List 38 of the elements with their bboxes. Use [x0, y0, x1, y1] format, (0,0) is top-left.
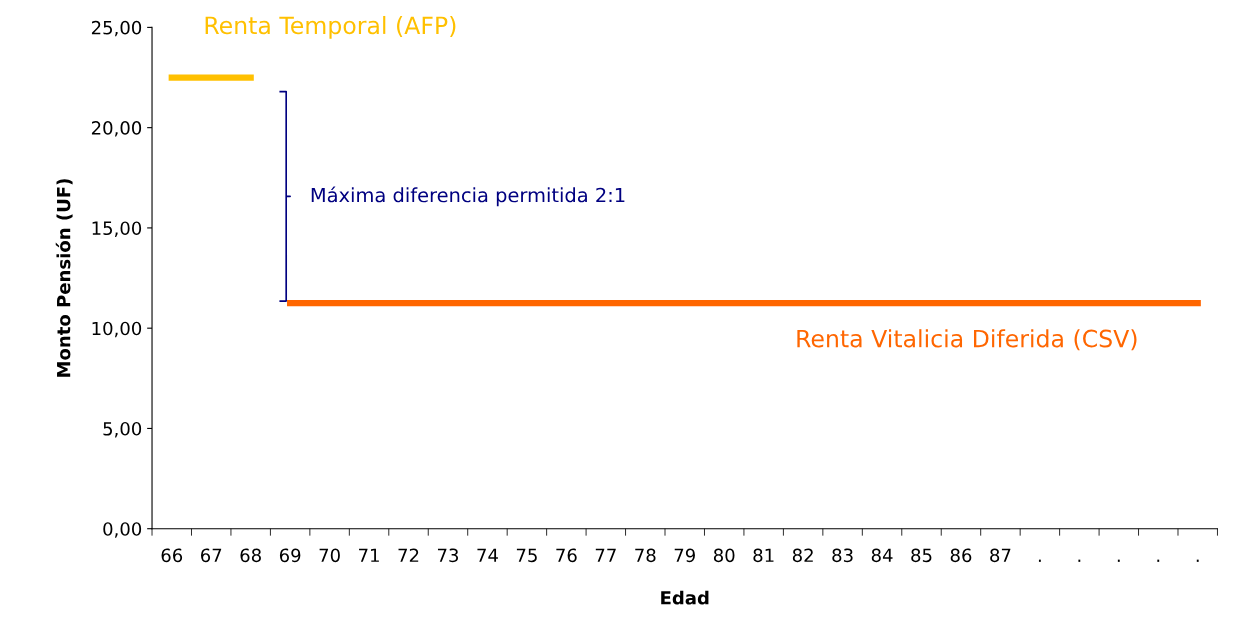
x-tick-label: 71 — [359, 548, 379, 562]
x-tick-label: 72 — [398, 548, 419, 562]
x-tick-label: 82 — [792, 548, 813, 563]
x-tick-label: 76 — [556, 548, 577, 563]
x-tick-label: 87 — [990, 548, 1011, 563]
x-tick-label: 79 — [674, 548, 695, 563]
x-axis-title: Edad — [661, 590, 709, 605]
y-tick-label: 15,00 — [92, 221, 142, 237]
y-axis-title: Monto Pensión (UF) — [55, 179, 73, 377]
x-tick-label: 86 — [950, 548, 972, 563]
x-tick-label: 80 — [713, 548, 735, 563]
x-tick-label: . — [1117, 559, 1120, 562]
series-label: Renta Vitalicia Diferida (CSV) — [797, 329, 1137, 351]
x-tick-label: . — [1078, 559, 1081, 562]
y-tick-label: 25,00 — [91, 20, 142, 37]
x-tick-label: 78 — [635, 548, 656, 563]
x-tick-label: 66 — [161, 548, 183, 563]
x-tick-label: 85 — [911, 548, 932, 563]
x-tick-label: 81 — [753, 548, 774, 563]
x-tick-label: 70 — [319, 548, 340, 563]
x-tick-label: 83 — [832, 548, 853, 563]
x-tick-label: . — [1038, 559, 1041, 562]
x-tick-label: 77 — [595, 548, 616, 562]
y-tick-label: 10,00 — [92, 321, 142, 338]
y-tick-label: 0,00 — [103, 522, 142, 538]
x-tick-label: 74 — [477, 548, 498, 562]
x-tick-label: 69 — [279, 548, 301, 563]
series-label: Renta Temporal (AFP) — [205, 15, 456, 39]
x-tick-label: . — [1196, 559, 1199, 562]
annotation: Máxima diferencia permitida 2:1 — [311, 186, 625, 207]
x-tick-label: 75 — [516, 548, 537, 563]
x-tick-label: 84 — [871, 548, 893, 563]
y-tick-label: 5,00 — [103, 421, 142, 438]
y-tick-label: 20,00 — [91, 121, 142, 137]
x-tick-label: . — [1157, 559, 1160, 562]
x-tick-label: 73 — [437, 548, 459, 563]
x-tick-label: 68 — [240, 548, 261, 563]
x-tick-label: 67 — [200, 548, 222, 563]
